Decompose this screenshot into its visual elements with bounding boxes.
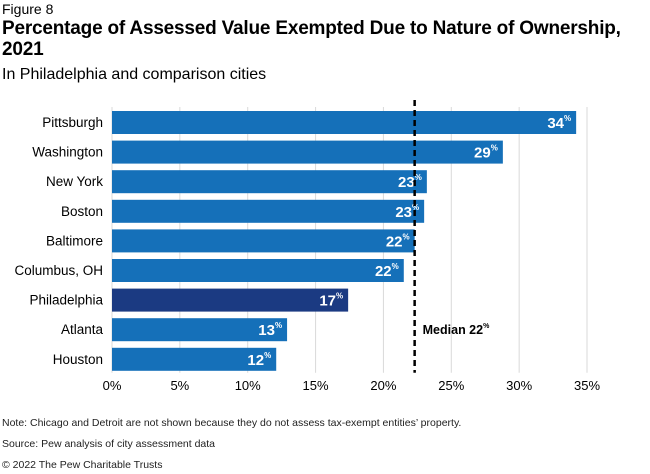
category-label: Atlanta (61, 322, 104, 337)
chart-subtitle: In Philadelphia and comparison cities (2, 66, 267, 83)
category-label: Columbus, OH (14, 263, 103, 278)
bar (112, 347, 277, 371)
category-label: Pittsburgh (42, 115, 103, 130)
category-label: Baltimore (46, 233, 103, 248)
chart-note: Note: Chicago and Detroit are not shown … (2, 417, 462, 429)
x-tick-label: 0% (103, 378, 122, 393)
figure-label: Figure 8 (2, 1, 54, 17)
category-label: New York (46, 174, 103, 189)
x-tick-label: 20% (370, 378, 396, 393)
copyright: © 2022 The Pew Charitable Trusts (2, 459, 163, 471)
category-label: Philadelphia (29, 293, 103, 308)
bar (112, 111, 577, 134)
x-tick-label: 5% (170, 378, 189, 393)
median-label: Median 22% (423, 323, 490, 337)
x-tick-label: 10% (235, 378, 261, 393)
bar (112, 318, 288, 342)
chart-source: Source: Pew analysis of city assessment … (2, 438, 216, 450)
bar (112, 229, 415, 253)
category-label: Boston (61, 204, 103, 219)
bar (112, 140, 503, 164)
bar (112, 288, 349, 312)
category-label: Houston (53, 352, 103, 367)
category-label: Washington (32, 145, 103, 160)
x-tick-label: 15% (303, 378, 329, 393)
bar (112, 259, 404, 282)
x-tick-label: 25% (438, 378, 464, 393)
bar (112, 199, 425, 223)
bar (112, 170, 427, 194)
x-tick-label: 30% (506, 378, 532, 393)
x-tick-label: 35% (574, 378, 600, 393)
chart-title: Percentage of Assessed Value Exempted Du… (2, 18, 621, 60)
